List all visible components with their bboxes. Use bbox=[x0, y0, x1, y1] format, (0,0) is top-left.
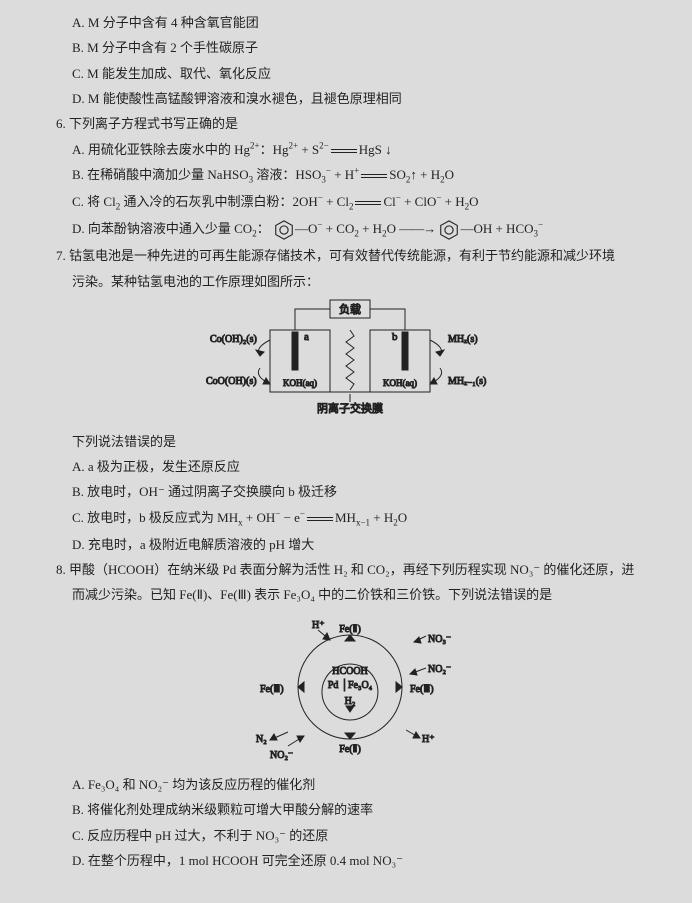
text: 溶液：HSO bbox=[253, 167, 321, 182]
q8-opt-a: A. Fe₃O₄ 和 NO₂⁻ 均为该反应历程的催化剂 bbox=[48, 772, 652, 797]
text: C. 将 Cl bbox=[72, 194, 116, 209]
svg-text:KOH(aq): KOH(aq) bbox=[383, 378, 417, 388]
q6-opt-c: C. 将 Cl2 通入冷的石灰乳中制漂白粉：2OH− + Cl2Cl− + Cl… bbox=[48, 189, 652, 216]
benzene-icon bbox=[273, 219, 295, 241]
q5-opt-d: D. M 能使酸性高锰酸钾溶液和溴水褪色，且褪色原理相同 bbox=[48, 86, 652, 111]
svg-text:Fe(Ⅲ): Fe(Ⅲ) bbox=[410, 684, 434, 695]
svg-text:CoO(OH)(s): CoO(OH)(s) bbox=[206, 376, 257, 387]
svg-text:Fe(Ⅲ): Fe(Ⅲ) bbox=[260, 684, 284, 695]
q7-opt-b: B. 放电时，OH⁻ 通过阴离子交换膜向 b 极迁移 bbox=[48, 479, 652, 504]
svg-text:H⁺: H⁺ bbox=[422, 734, 435, 745]
q6-opt-b: B. 在稀硝酸中滴加少量 NaHSO3 溶液：HSO3− + H+SO2↑ + … bbox=[48, 162, 652, 189]
load-label: 负载 bbox=[339, 302, 361, 316]
svg-text:Fe(Ⅱ): Fe(Ⅱ) bbox=[339, 624, 361, 635]
svg-text:KOH(aq): KOH(aq) bbox=[283, 378, 317, 388]
text: HgS ↓ bbox=[359, 142, 392, 157]
svg-text:N₂: N₂ bbox=[256, 734, 267, 745]
text: C. 放电时，b 极反应式为 MH bbox=[72, 510, 238, 525]
svg-text:HCOOH: HCOOH bbox=[332, 666, 368, 677]
text: —O bbox=[295, 221, 317, 236]
q8-opt-b: B. 将催化剂处理成纳米级颗粒可增大甲酸分解的速率 bbox=[48, 797, 652, 822]
q7-opt-d: D. 充电时，a 极附近电解质溶液的 pH 增大 bbox=[48, 532, 652, 557]
svg-text:NO₃⁻: NO₃⁻ bbox=[428, 634, 451, 645]
text: D. 向苯酚钠溶液中通入少量 CO bbox=[72, 221, 252, 236]
svg-text:H₂: H₂ bbox=[345, 696, 356, 707]
svg-text:b: b bbox=[392, 331, 398, 343]
q7-sub: 下列说法错误的是 bbox=[48, 429, 652, 454]
q6-stem: 6. 下列离子方程式书写正确的是 bbox=[48, 111, 652, 136]
q7-figure: 负载 a b Co(OH)₂(s) CoO(OH)(s) MHₓ(s) MHₓ₋… bbox=[48, 298, 652, 426]
q7-opt-a: A. a 极为正极，发生还原反应 bbox=[48, 454, 652, 479]
svg-text:Co(OH)₂(s): Co(OH)₂(s) bbox=[210, 334, 257, 345]
q7-stem-1: 7. 钴氢电池是一种先进的可再生能源存储技术，可有效替代传统能源，有利于节约能源… bbox=[48, 243, 652, 268]
benzene-icon bbox=[438, 219, 460, 241]
svg-text:H⁺: H⁺ bbox=[312, 620, 325, 631]
svg-text:Pd │Fe₃O₄: Pd │Fe₃O₄ bbox=[328, 678, 373, 692]
svg-text:NO₂⁻: NO₂⁻ bbox=[428, 664, 451, 675]
q5-opt-a: A. M 分子中含有 4 种含氧官能团 bbox=[48, 10, 652, 35]
svg-text:阴离子交换膜: 阴离子交换膜 bbox=[317, 401, 383, 415]
text: − e bbox=[280, 510, 300, 525]
svg-text:MHₓ(s): MHₓ(s) bbox=[448, 334, 478, 345]
svg-text:Fe(Ⅱ): Fe(Ⅱ) bbox=[339, 744, 361, 755]
text: 通入冷的石灰乳中制漂白粉：2OH bbox=[120, 194, 318, 209]
q8-stem-1: 8. 甲酸（HCOOH）在纳米级 Pd 表面分解为活性 H₂ 和 CO₂，再经下… bbox=[48, 557, 652, 582]
text: MH bbox=[335, 510, 356, 525]
q8-opt-c: C. 反应历程中 pH 过大，不利于 NO₃⁻ 的还原 bbox=[48, 823, 652, 848]
q7-opt-c: C. 放电时，b 极反应式为 MHx + OH− − e−MHx−1 + H2O bbox=[48, 505, 652, 532]
text: SO bbox=[389, 167, 406, 182]
text: + OH bbox=[243, 510, 276, 525]
q8-opt-d: D. 在整个历程中，1 mol HCOOH 可完全还原 0.4 mol NO₃⁻ bbox=[48, 848, 652, 873]
q6-opt-d: D. 向苯酚钠溶液中通入少量 CO2： —O− + CO2 + H2O ——→ … bbox=[48, 216, 652, 243]
q8-stem-2: 而减少污染。已知 Fe(Ⅱ)、Fe(Ⅲ) 表示 Fe₃O₄ 中的二价铁和三价铁。… bbox=[48, 582, 652, 607]
q6-opt-a: A. 用硫化亚铁除去废水中的 Hg2+：Hg2+ + S2−HgS ↓ bbox=[48, 137, 652, 162]
text: A. 用硫化亚铁除去废水中的 Hg bbox=[72, 142, 250, 157]
q5-opt-c: C. M 能发生加成、取代、氧化反应 bbox=[48, 61, 652, 86]
q8-figure: HCOOH Pd │Fe₃O₄ H₂ H⁺ Fe(Ⅱ) NO₃⁻ NO₂⁻ Fe… bbox=[48, 612, 652, 770]
text: B. 在稀硝酸中滴加少量 NaHSO bbox=[72, 167, 249, 182]
svg-text:MHₓ₋₁(s): MHₓ₋₁(s) bbox=[448, 376, 486, 387]
svg-text:NO₂⁻: NO₂⁻ bbox=[270, 750, 293, 761]
q7-stem-2: 污染。某种钴氢电池的工作原理如图所示： bbox=[48, 269, 652, 294]
svg-text:a: a bbox=[304, 331, 309, 343]
text: Cl bbox=[383, 194, 395, 209]
q5-opt-b: B. M 分子中含有 2 个手性碳原子 bbox=[48, 35, 652, 60]
text: —OH + HCO bbox=[460, 221, 533, 236]
